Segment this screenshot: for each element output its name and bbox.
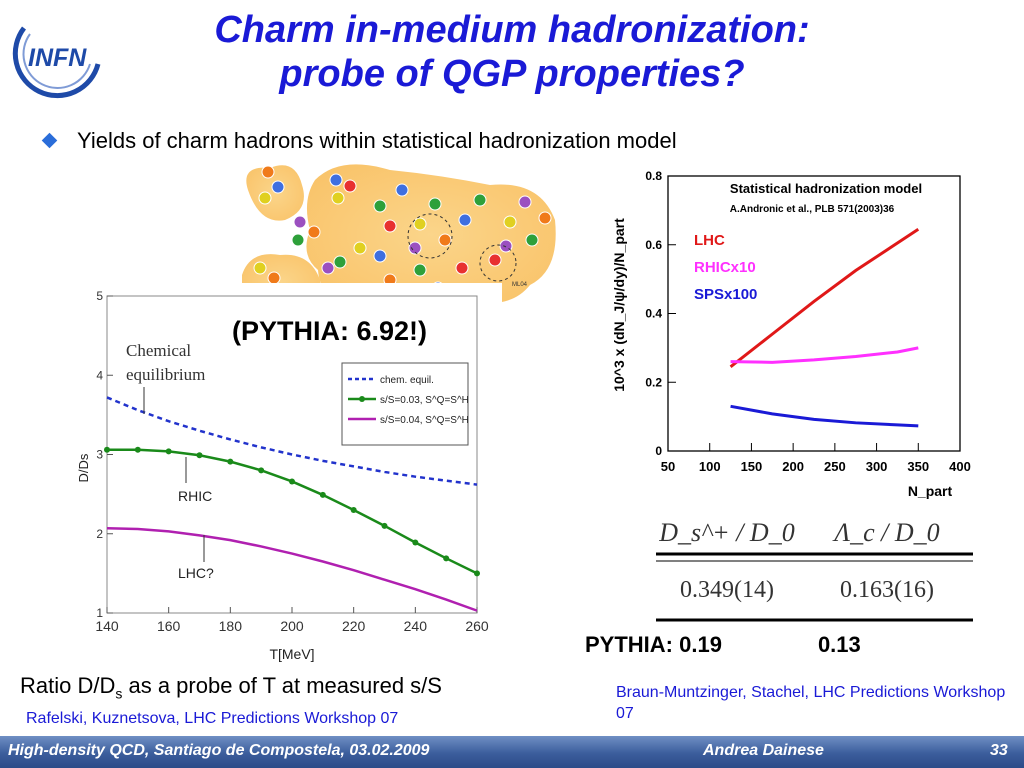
- series-line-2: [106, 526, 478, 612]
- logo-text: INFN: [28, 44, 87, 72]
- series-point: [319, 491, 326, 498]
- table-value-lc-d0: 0.163(16): [840, 577, 934, 603]
- y-tick-label: 4: [96, 368, 103, 382]
- pythia-values: PYTHIA: 0.19 0.13: [585, 632, 861, 658]
- y-tick-label: 0.6: [645, 238, 662, 252]
- annotation-lhc: LHC?: [178, 565, 214, 581]
- ratio-caption-sub: s: [115, 685, 123, 702]
- series-point: [134, 446, 141, 453]
- legend-entry: s/S=0.03, S^Q=S^H: [380, 395, 469, 406]
- x-tick-label: 100: [699, 459, 721, 474]
- x-tick-label: 350: [907, 459, 929, 474]
- series-point: [258, 467, 265, 474]
- ratio-caption-post: as a probe of T at measured s/S: [122, 673, 442, 698]
- legend-marker: [359, 396, 365, 402]
- series-point: [412, 539, 419, 546]
- legend: chem. equil. s/S=0.03, S^Q=S^H s/S=0.04, S…: [348, 375, 469, 426]
- y-ticks: 1 2 3 4 5: [96, 289, 113, 620]
- series-point: [196, 452, 203, 459]
- x-tick-label: 300: [866, 459, 888, 474]
- chart-subtitle: A.Andronic et al., PLB 571(2003)36: [730, 204, 895, 215]
- bullet-item: Yields of charm hadrons within statistic…: [41, 128, 677, 154]
- x-ticks: 140 160 180 200 220 240 260: [95, 607, 489, 634]
- x-tick-label: 200: [280, 618, 304, 634]
- ratio-caption-pre: Ratio D/D: [20, 673, 116, 698]
- footer-page-number: 33: [990, 742, 1008, 759]
- series-point: [104, 446, 110, 453]
- series-point: [350, 506, 357, 513]
- series-point: [474, 570, 480, 577]
- legend: LHC RHICx10 SPSx100: [694, 232, 757, 303]
- bullet-diamond-icon: [41, 132, 58, 149]
- y-tick-label: 5: [96, 289, 103, 303]
- x-ticks: 50 100 150 200 250 300 350 400: [661, 443, 971, 474]
- x-tick-label: 220: [342, 618, 366, 634]
- pythia-annotation: (PYTHIA: 6.92!): [232, 316, 428, 346]
- series-lines: [729, 228, 920, 428]
- y-axis-label: 10^3 x (dN_J/ψ/dy)/N_part: [611, 218, 627, 392]
- x-tick-label: 160: [157, 618, 181, 634]
- x-tick-label: 240: [404, 618, 428, 634]
- series-point: [227, 458, 234, 465]
- title-line-2: probe of QGP properties?: [279, 53, 745, 95]
- legend-entry: s/S=0.04, S^Q=S^H: [380, 415, 469, 426]
- title-line-1: Charm in-medium hadronization:: [214, 9, 810, 51]
- slide-title: Charm in-medium hadronization: probe of …: [120, 8, 904, 96]
- infn-logo: INFN: [12, 26, 101, 99]
- y-ticks: 0 0.2 0.4 0.6 0.8: [645, 169, 676, 458]
- y-tick-label: 0.2: [645, 375, 662, 389]
- ratio-caption: Ratio D/Ds as a probe of T at measured s…: [20, 673, 442, 701]
- series-point: [381, 522, 388, 529]
- y-tick-label: 0.4: [645, 307, 662, 321]
- x-tick-label: 260: [465, 618, 489, 634]
- y-axis-label: D/Ds: [76, 453, 91, 482]
- legend-entry: chem. equil.: [380, 375, 434, 386]
- footer-conference: High-density QCD, Santiago de Compostela…: [8, 742, 430, 759]
- annotation-chemical: Chemical: [126, 341, 191, 360]
- y-tick-label: 3: [96, 448, 103, 462]
- x-tick-label: 400: [949, 459, 971, 474]
- y-tick-label: 2: [96, 527, 103, 541]
- bullet-text: Yields of charm hadrons within statistic…: [77, 128, 677, 153]
- table-header-ds-d0: D_s^+ / D_0: [658, 518, 794, 547]
- series-line-0: [106, 396, 478, 486]
- x-tick-label: 180: [219, 618, 243, 634]
- x-tick-label: 150: [741, 459, 763, 474]
- footer-bar: High-density QCD, Santiago de Compostela…: [0, 736, 1024, 768]
- y-tick-label: 1: [96, 606, 103, 620]
- x-tick-label: 200: [782, 459, 804, 474]
- series-point: [289, 478, 295, 485]
- table-header-lc-d0: Λ_c / D_0: [831, 518, 939, 547]
- pythia-label: PYTHIA: 0.19: [585, 632, 722, 657]
- legend-entry: LHC: [694, 232, 725, 249]
- series-point: [165, 448, 172, 455]
- legend-entry: RHICx10: [694, 259, 756, 276]
- x-tick-label: 250: [824, 459, 846, 474]
- series-line-0: [729, 228, 920, 368]
- chart-title: Statistical hadronization model: [730, 181, 922, 196]
- y-tick-label: 0.8: [645, 169, 662, 183]
- legend-entry: SPSx100: [694, 286, 757, 303]
- x-axis-label: N_part: [908, 483, 953, 499]
- x-axis-label: T[MeV]: [269, 646, 314, 662]
- series-point: [443, 555, 450, 562]
- x-tick-label: 50: [661, 459, 675, 474]
- table-value-ds-d0: 0.349(14): [680, 577, 774, 603]
- jpsi-yield-chart: 0 0.2 0.4 0.6 0.8 50 100 150 200 250 300 350 400 10…: [600, 165, 1000, 505]
- pythia-value-2: 0.13: [817, 632, 861, 657]
- legend-box: [341, 362, 469, 446]
- annotation-equilibrium: equilibrium: [126, 365, 205, 384]
- reference-left: Rafelski, Kuznetsova, LHC Predictions Wo…: [26, 710, 399, 727]
- ratio-table: D_s^+ / D_0 Λ_c / D_0 0.349(14) 0.163(16…: [652, 505, 977, 625]
- x-tick-label: 140: [95, 618, 119, 634]
- series-line-1: [730, 346, 919, 364]
- blob-label: ML04: [512, 282, 528, 288]
- y-tick-label: 0: [655, 444, 662, 458]
- footer-author: Andrea Dainese: [703, 742, 824, 759]
- series-line-2: [730, 404, 919, 428]
- series-lines: [104, 396, 480, 612]
- annotation-rhic: RHIC: [178, 488, 212, 504]
- reference-right: Braun-Muntzinger, Stachel, LHC Predictio…: [616, 684, 1006, 722]
